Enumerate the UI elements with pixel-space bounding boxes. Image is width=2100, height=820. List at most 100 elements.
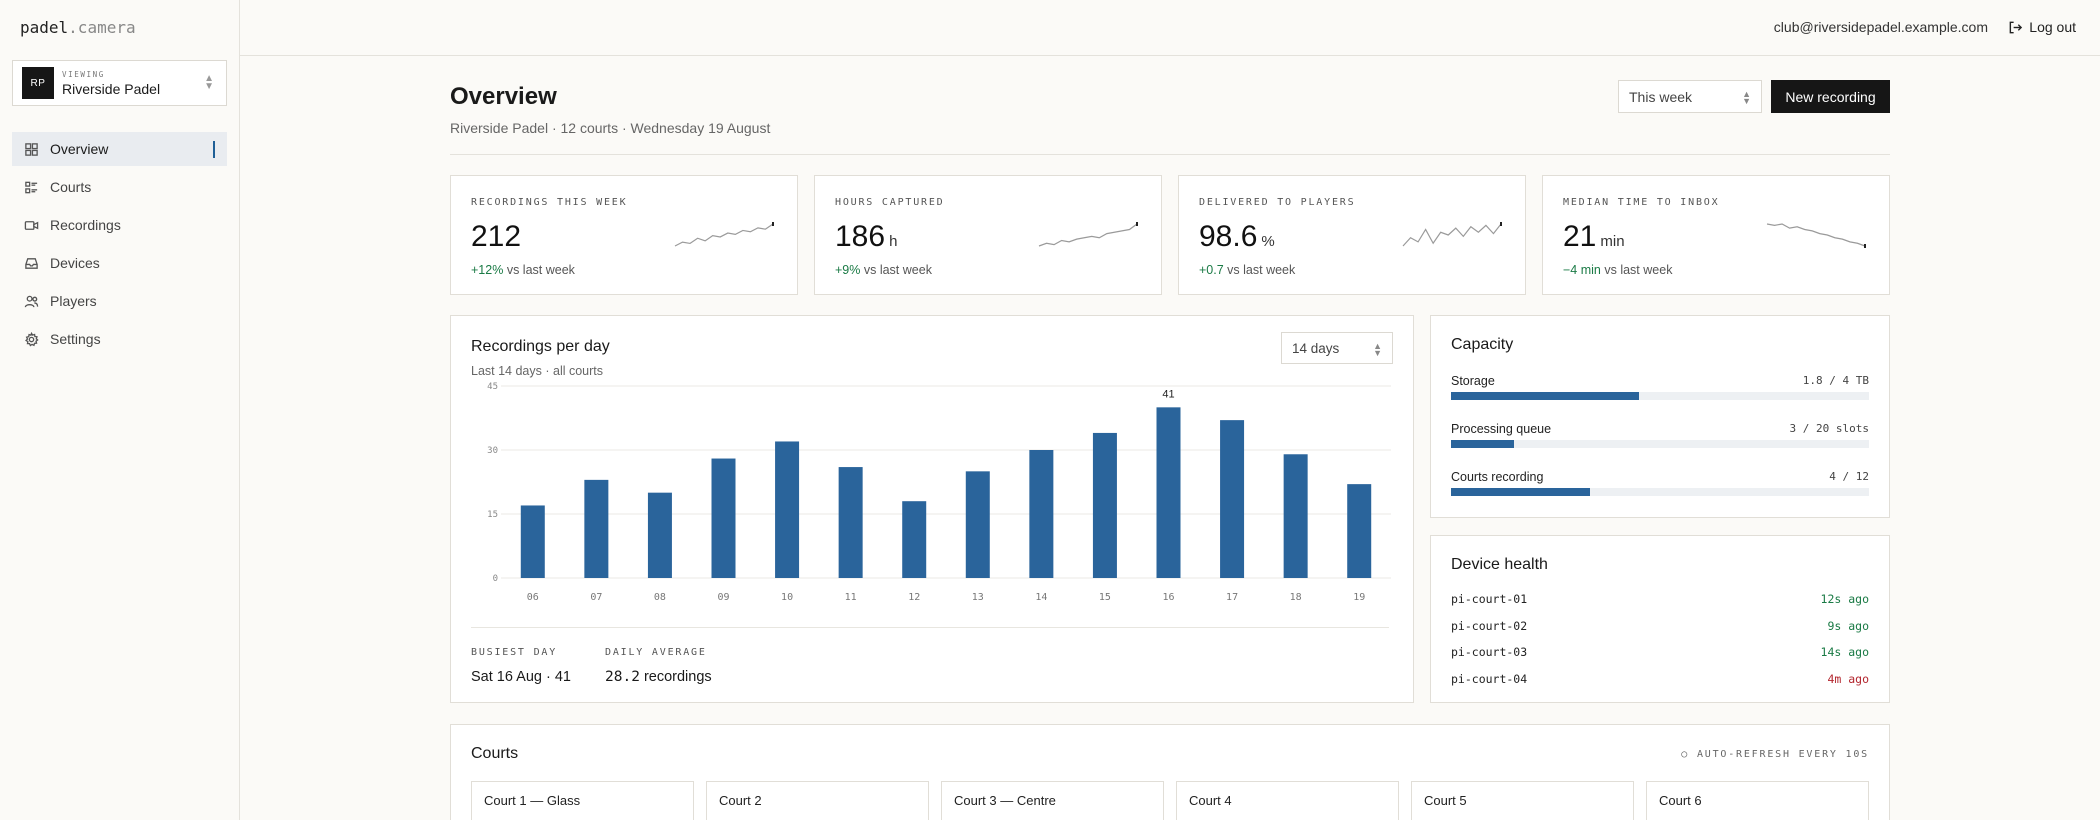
sidebar-nav: Overview Courts Recordings Devices Playe… [12,132,227,360]
app-logo[interactable]: padel.camera [20,18,136,37]
x-tick-label: 11 [845,592,857,603]
range-select-value: 14 days [1292,340,1340,356]
stat-label: RECORDINGS THIS WEEK [471,197,628,208]
sidebar-item-recordings[interactable]: Recordings [12,208,227,242]
sidebar-item-players[interactable]: Players [12,284,227,318]
bar[interactable] [1156,407,1181,578]
capacity-bar [1451,440,1869,448]
device-name: pi-court-03 [1451,645,1528,659]
club-name: Riverside Padel [62,80,161,97]
x-tick-label: 06 [527,592,539,603]
stat-delta-suffix: vs last week [506,263,575,277]
users-icon [24,295,39,307]
sparkline-end-marker [1136,222,1138,226]
capacity-card: Capacity Storage 1.8 / 4 TB Processing q… [1430,315,1890,518]
capacity-name: Storage [1451,374,1495,388]
sparkline-end-marker [1864,244,1866,248]
stat-label: HOURS CAPTURED [835,197,945,208]
club-switcher[interactable]: RP VIEWING Riverside Padel ▲ ▼ [12,60,227,106]
x-tick-label: 18 [1290,592,1302,603]
stat-delta-value: −4 min [1563,263,1601,277]
club-avatar: RP [22,67,54,99]
capacity-value: 3 / 20 slots [1789,422,1869,435]
page-subtitle: Riverside Padel · 12 courts · Wednesday … [450,120,771,136]
device-row[interactable]: pi-court-04 4m ago [1451,672,1869,686]
device-row[interactable]: pi-court-02 9s ago [1451,619,1869,633]
data-label: 41 [1162,388,1174,400]
x-tick-label: 12 [908,592,920,603]
new-recording-button[interactable]: New recording [1771,80,1890,113]
court-tile[interactable]: Court 3 — Centre [941,781,1164,820]
header-divider [450,154,1890,155]
stat-value: 21 min [1563,220,1625,254]
y-tick-label: 15 [487,510,498,520]
sparkline [1038,222,1138,247]
account-email: club@riversidepadel.example.com [1773,19,1988,35]
sparkline [1402,222,1502,247]
device-last-seen: 14s ago [1820,645,1869,659]
x-tick-label: 17 [1226,592,1238,603]
courts-card: Courts ○ AUTO-REFRESH EVERY 10S Court 1 … [450,724,1890,820]
stat-delta-value: +0.7 [1199,263,1224,277]
logout-button[interactable]: Log out [2008,19,2076,35]
chevron-updown-icon: ▲ ▼ [1742,89,1751,106]
stat-number: 98.6 [1199,220,1258,253]
daily-average-value: 28.2 recordings [605,669,712,685]
stat-unit: h [889,233,898,250]
sidebar-item-courts[interactable]: Courts [12,170,227,204]
logout-icon [2009,21,2023,33]
stat-delta-suffix: vs last week [863,263,932,277]
busiest-day-label: BUSIEST DAY [471,647,558,658]
capacity-bar-fill [1451,440,1514,448]
bar[interactable] [520,505,545,578]
bar[interactable] [775,441,800,578]
topbar: club@riversidepadel.example.com Log out [240,0,2100,56]
device-last-seen: 12s ago [1820,592,1869,606]
court-tile[interactable]: Court 1 — Glass [471,781,694,820]
stat-delta: +0.7 vs last week [1199,263,1295,277]
device-last-seen: 9s ago [1827,619,1869,633]
bar[interactable] [1092,432,1117,578]
bar[interactable] [647,492,672,578]
bar[interactable] [584,479,609,578]
capacity-row-storage: Storage 1.8 / 4 TB [1451,374,1869,400]
court-tile[interactable]: Court 5 [1411,781,1634,820]
court-tile[interactable]: Court 6 [1646,781,1869,820]
sidebar-item-overview[interactable]: Overview [12,132,227,166]
capacity-name: Processing queue [1451,422,1552,436]
bar[interactable] [1029,450,1054,578]
range-select[interactable]: 14 days ▲ ▼ [1281,332,1393,364]
device-health-title: Device health [1451,556,1548,573]
sidebar-item-settings[interactable]: Settings [12,322,227,356]
capacity-bar-fill [1451,392,1640,400]
bar[interactable] [838,467,863,578]
sparkline-end-marker [772,222,774,226]
period-select[interactable]: This week ▲ ▼ [1618,80,1762,113]
busiest-day-value: Sat 16 Aug · 41 [471,669,571,685]
court-tile[interactable]: Court 2 [706,781,929,820]
chevron-updown-icon: ▲ ▼ [204,73,214,92]
court-tile[interactable]: Court 4 [1176,781,1399,820]
y-tick-label: 45 [487,382,498,392]
device-last-seen: 4m ago [1827,672,1869,686]
capacity-value: 4 / 12 [1829,470,1869,483]
bar[interactable] [902,501,927,578]
bar[interactable] [711,458,736,578]
sidebar-item-label: Devices [50,255,100,271]
stat-card-median-time: MEDIAN TIME TO INBOX 21 min −4 min vs las… [1542,175,1890,295]
device-name: pi-court-02 [1451,619,1528,633]
sidebar-item-label: Players [50,293,97,309]
bar[interactable] [1347,484,1372,578]
bar[interactable] [965,471,990,578]
device-row[interactable]: pi-court-01 12s ago [1451,592,1869,606]
y-tick-label: 0 [493,574,498,584]
bar[interactable] [1220,420,1245,578]
stat-card-delivered: DELIVERED TO PLAYERS 98.6% +0.7 vs last … [1178,175,1526,295]
video-icon [24,220,39,230]
club-switcher-caption: VIEWING [62,69,105,79]
device-row[interactable]: pi-court-03 14s ago [1451,645,1869,659]
capacity-value: 1.8 / 4 TB [1802,374,1869,387]
sidebar-item-devices[interactable]: Devices [12,246,227,280]
x-tick-label: 15 [1099,592,1111,603]
bar[interactable] [1283,454,1308,578]
